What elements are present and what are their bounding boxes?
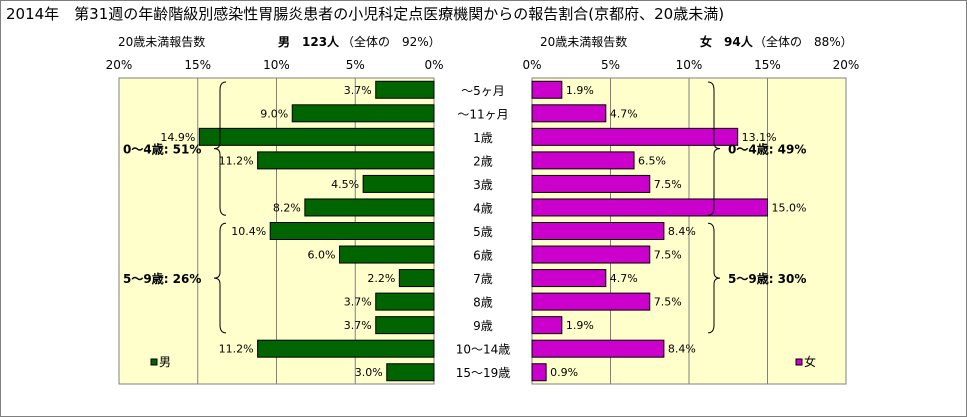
female-value-label: 4.7% xyxy=(610,272,638,285)
female-value-label: 1.9% xyxy=(566,84,594,97)
female-value-label: 13.1% xyxy=(742,131,777,144)
female-bar xyxy=(531,198,768,217)
female-header-count: 女 94人 xyxy=(700,35,753,49)
male-value-label: 3.7% xyxy=(344,296,372,309)
group-bracket xyxy=(707,81,721,216)
female-legend-label: 女 xyxy=(804,354,816,369)
female-bar xyxy=(531,80,563,99)
male-value-label: 10.4% xyxy=(231,225,266,238)
male-value-label: 4.5% xyxy=(331,178,359,191)
female-bar xyxy=(531,174,651,193)
age-category-label: 2歳 xyxy=(473,154,493,168)
male-bar xyxy=(291,104,435,123)
male-legend-label: 男 xyxy=(159,355,171,369)
group-annotation: 5～9歳: 30% xyxy=(728,271,806,286)
female-bar xyxy=(531,245,651,264)
female-bar xyxy=(531,104,607,123)
male-legend-swatch xyxy=(150,358,158,366)
age-category-label: 7歳 xyxy=(473,272,493,286)
female-bar xyxy=(531,151,635,170)
male-tick-label: 20% xyxy=(106,58,133,72)
female-tick-label: 20% xyxy=(833,58,860,72)
male-bar xyxy=(362,174,435,193)
male-value-label: 11.2% xyxy=(219,154,254,167)
age-category-label: 6歳 xyxy=(473,249,493,263)
female-tick-label: 10% xyxy=(676,58,703,72)
male-tick-label: 0% xyxy=(424,58,443,72)
group-annotation: 0～4歳: 51% xyxy=(123,142,201,157)
female-bar xyxy=(531,127,739,146)
female-bar xyxy=(531,269,607,288)
female-value-label: 6.5% xyxy=(638,154,666,167)
male-bar xyxy=(257,339,435,358)
age-category-label: 9歳 xyxy=(473,319,493,333)
female-bar xyxy=(531,222,665,240)
male-bar xyxy=(375,80,435,99)
male-header-share: （全体の 92%） xyxy=(342,35,441,49)
female-value-label: 7.5% xyxy=(654,296,682,309)
group-bracket xyxy=(213,222,227,334)
male-value-label: 3.7% xyxy=(344,84,372,97)
female-header-share: （全体の 88%） xyxy=(754,35,853,49)
age-category-label: 15～19歳 xyxy=(456,366,511,380)
male-bar xyxy=(304,198,435,217)
age-category-label: 10～14歳 xyxy=(456,343,511,357)
male-tick-label: 5% xyxy=(346,58,365,72)
male-bar xyxy=(198,127,435,146)
male-value-label: 11.2% xyxy=(219,343,254,356)
female-bar xyxy=(531,292,651,311)
chart-title: 2014年 第31週の年齢階級別感染性胃腸炎患者の小児科定点医療機関からの報告割… xyxy=(6,5,725,23)
group-annotation: 0～4歳: 49% xyxy=(728,142,806,157)
female-value-label: 7.5% xyxy=(654,178,682,191)
female-value-label: 0.9% xyxy=(550,366,578,379)
age-category-label: 1歳 xyxy=(473,131,493,145)
male-value-label: 9.0% xyxy=(260,107,288,120)
male-header-count: 男 123人 xyxy=(278,35,340,49)
male-bar xyxy=(386,363,435,382)
female-bar xyxy=(531,316,563,335)
female-header-label: 20歳未満報告数 xyxy=(540,35,628,49)
male-value-label: 8.2% xyxy=(273,201,301,214)
female-value-label: 1.9% xyxy=(566,319,594,332)
female-value-label: 4.7% xyxy=(610,107,638,120)
female-value-label: 7.5% xyxy=(654,249,682,262)
group-bracket xyxy=(707,222,721,334)
male-tick-label: 15% xyxy=(184,58,211,72)
male-bar xyxy=(375,292,435,311)
female-legend-swatch xyxy=(795,358,803,366)
age-category-label: 5歳 xyxy=(473,225,493,239)
male-bar xyxy=(257,151,435,170)
female-tick-label: 5% xyxy=(601,58,620,72)
male-bar xyxy=(269,222,435,240)
male-bar xyxy=(339,245,435,264)
male-header-label: 20歳未満報告数 xyxy=(118,35,206,49)
female-value-label: 8.4% xyxy=(668,225,696,238)
male-value-label: 3.7% xyxy=(344,319,372,332)
female-bar xyxy=(531,339,665,358)
female-bar xyxy=(531,363,547,382)
group-annotation: 5～9歳: 26% xyxy=(123,271,201,286)
female-tick-label: 15% xyxy=(754,58,781,72)
age-category-label: ～5ヶ月 xyxy=(461,84,505,98)
male-bar xyxy=(398,269,435,288)
male-value-label: 3.0% xyxy=(355,366,383,379)
female-value-label: 15.0% xyxy=(772,201,807,214)
male-bar xyxy=(375,316,435,335)
female-tick-label: 0% xyxy=(522,58,541,72)
group-bracket xyxy=(213,81,227,216)
age-category-label: ～11ヶ月 xyxy=(457,107,508,121)
age-category-label: 8歳 xyxy=(473,296,493,310)
age-category-label: 4歳 xyxy=(473,201,493,215)
female-value-label: 8.4% xyxy=(668,343,696,356)
male-value-label: 6.0% xyxy=(308,249,336,262)
male-value-label: 2.2% xyxy=(367,272,395,285)
age-category-label: 3歳 xyxy=(473,178,493,192)
male-value-label: 14.9% xyxy=(160,131,195,144)
male-tick-label: 10% xyxy=(263,58,290,72)
